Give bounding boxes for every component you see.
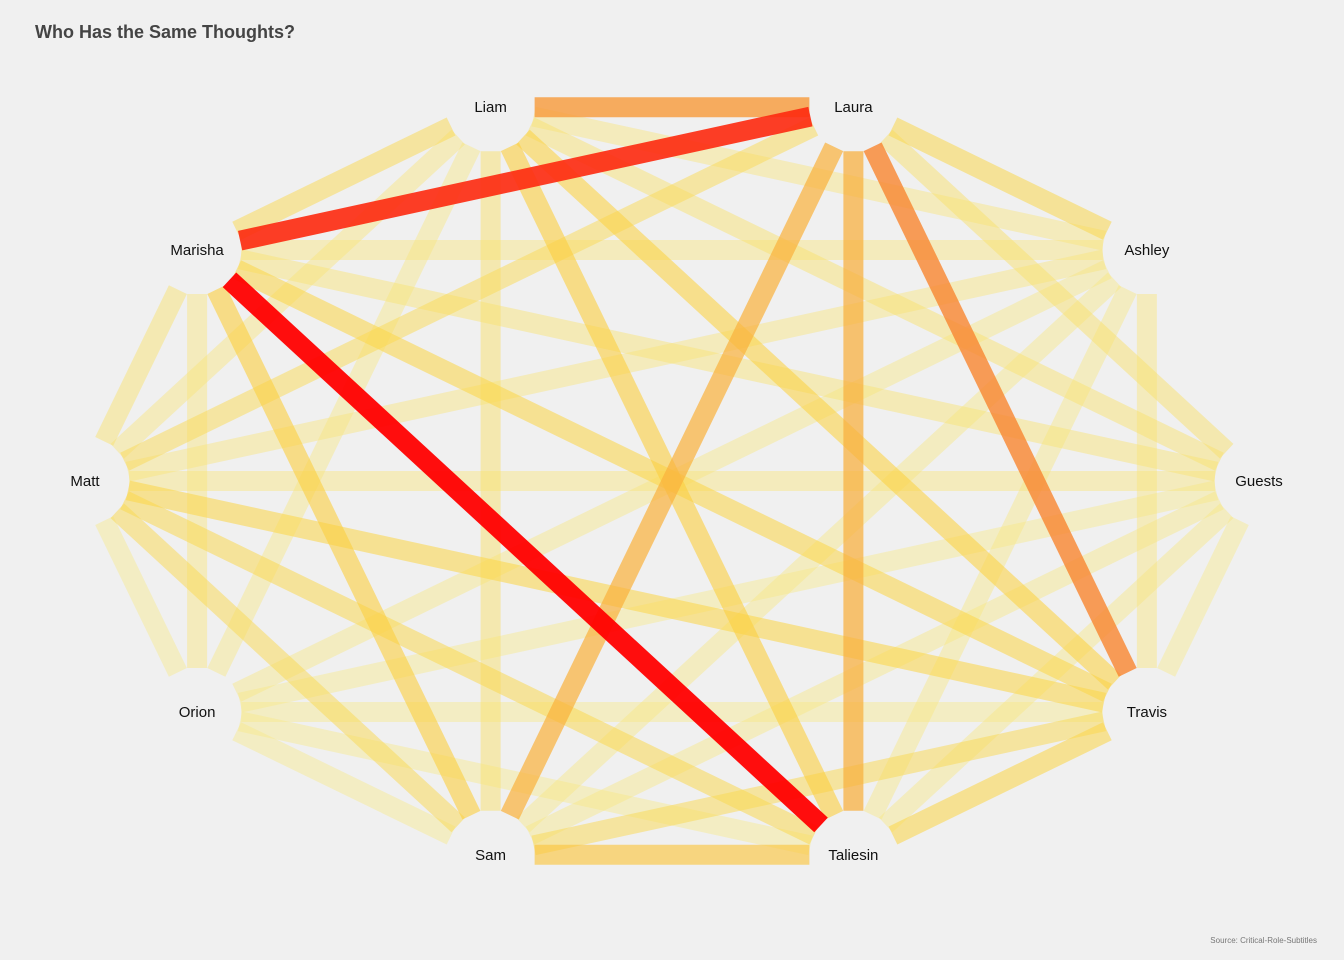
- chart-title: Who Has the Same Thoughts?: [35, 22, 296, 42]
- link-laura-guests: [878, 129, 1234, 459]
- node-label-guests: Guests: [1235, 473, 1283, 490]
- node-label-matt: Matt: [70, 473, 100, 490]
- link-matt-taliesin: [120, 491, 819, 845]
- link-marisha-laura: [237, 106, 813, 251]
- node-label-sam: Sam: [475, 847, 506, 864]
- link-laura-travis: [863, 142, 1137, 677]
- node-label-ashley: Ashley: [1124, 242, 1170, 259]
- link-liam-travis: [516, 129, 1122, 690]
- link-marisha-taliesin: [222, 272, 828, 833]
- links-layer: [95, 97, 1249, 865]
- link-laura-matt: [120, 117, 819, 471]
- link-laura-ashley: [888, 117, 1112, 240]
- node-label-laura: Laura: [834, 99, 873, 116]
- link-matt-sam: [110, 503, 466, 833]
- link-ashley-taliesin: [863, 285, 1137, 820]
- source-caption: Source: Critical-Role-Subtitles: [1210, 936, 1317, 945]
- link-marisha-sam: [207, 285, 481, 820]
- node-label-orion: Orion: [179, 704, 216, 721]
- node-label-travis: Travis: [1127, 704, 1167, 721]
- node-label-liam: Liam: [474, 99, 507, 116]
- link-matt-orion: [95, 516, 187, 677]
- link-guests-sam: [525, 491, 1224, 845]
- node-label-marisha: Marisha: [170, 242, 224, 259]
- link-liam-guests: [525, 117, 1224, 471]
- link-liam-orion: [207, 142, 481, 677]
- link-guests-travis: [1157, 516, 1249, 677]
- link-travis-taliesin: [888, 722, 1112, 845]
- link-marisha-matt: [95, 285, 187, 446]
- link-liam-marisha: [232, 117, 456, 240]
- link-laura-sam: [500, 142, 844, 820]
- node-labels-layer: Liam Laura Ashley Guests Travis Taliesin Sam Or…: [70, 99, 1282, 864]
- link-sam-orion: [232, 722, 456, 845]
- node-label-taliesin: Taliesin: [828, 847, 878, 864]
